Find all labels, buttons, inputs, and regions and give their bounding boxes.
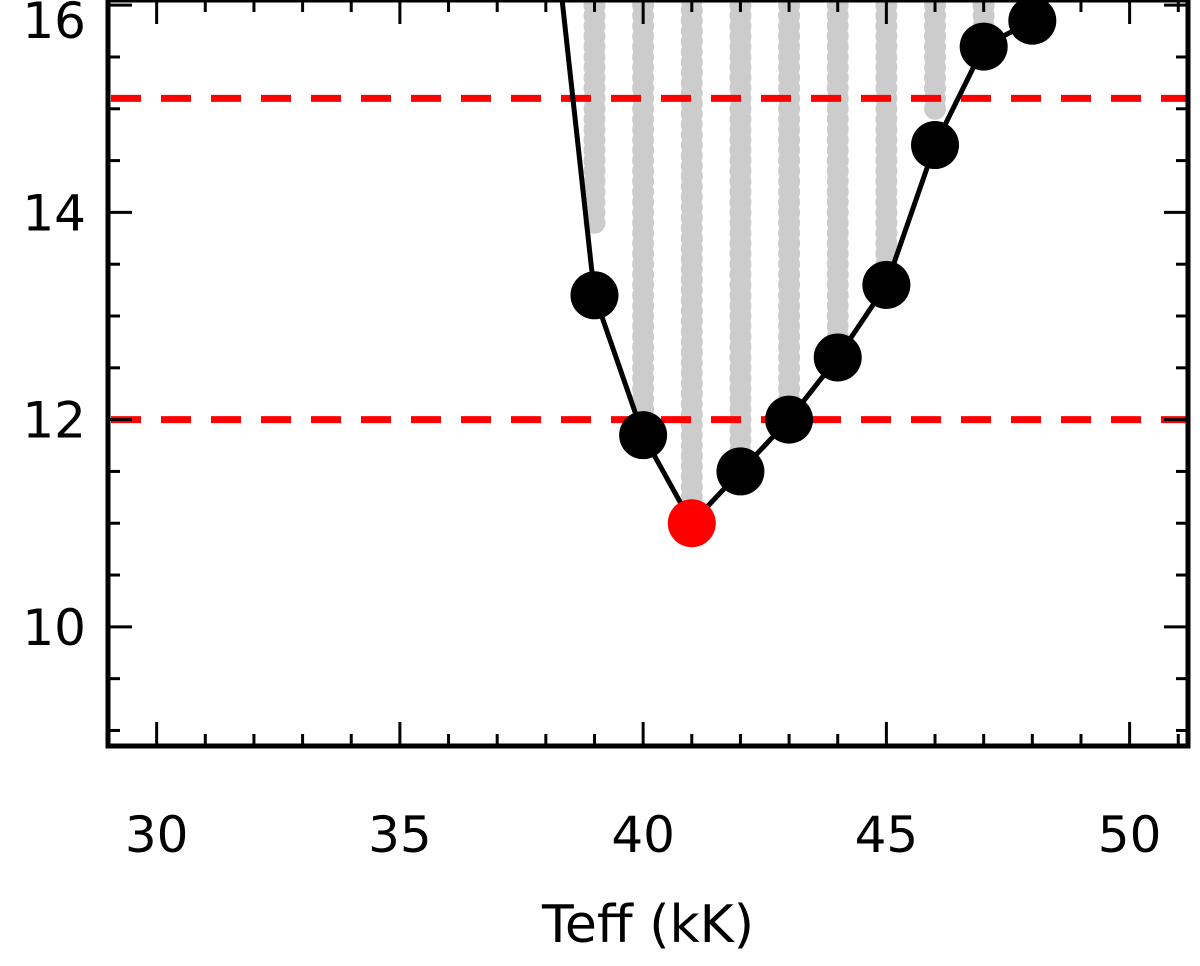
boundary-marker	[813, 333, 862, 382]
x-axis-label: Teff (kK)	[541, 895, 754, 955]
y-tick-label: 10	[22, 599, 86, 657]
boundary-marker	[911, 121, 960, 170]
best-fit-marker-group	[667, 499, 716, 548]
boundary-markers	[570, 0, 1057, 496]
boundary-marker	[619, 411, 668, 460]
y-tick-label: 16	[22, 0, 86, 50]
y-tick-labels: 10 12 14 16	[22, 0, 86, 657]
boundary-marker	[1008, 0, 1057, 45]
boundary-marker	[765, 395, 814, 444]
x-tick-labels: 30 35 40 45 50	[125, 806, 1162, 864]
boundary-marker	[716, 447, 765, 496]
plot-frame	[105, 0, 1191, 749]
y-tick-label: 12	[22, 392, 86, 450]
boundary-marker	[862, 260, 911, 309]
x-tick-label: 40	[611, 806, 675, 864]
boundary-marker	[570, 271, 619, 320]
grid-model-points	[583, 0, 995, 519]
plot-area	[108, 0, 1188, 548]
best-fit-marker	[667, 499, 716, 548]
x-tick-label: 35	[368, 806, 432, 864]
x-tick-label: 50	[1098, 806, 1162, 864]
x-tick-label: 30	[125, 806, 189, 864]
boundary-marker	[959, 22, 1008, 71]
x-tick-label: 45	[855, 806, 919, 864]
reference-lines	[108, 94, 1188, 424]
y-tick-label: 14	[22, 184, 86, 242]
